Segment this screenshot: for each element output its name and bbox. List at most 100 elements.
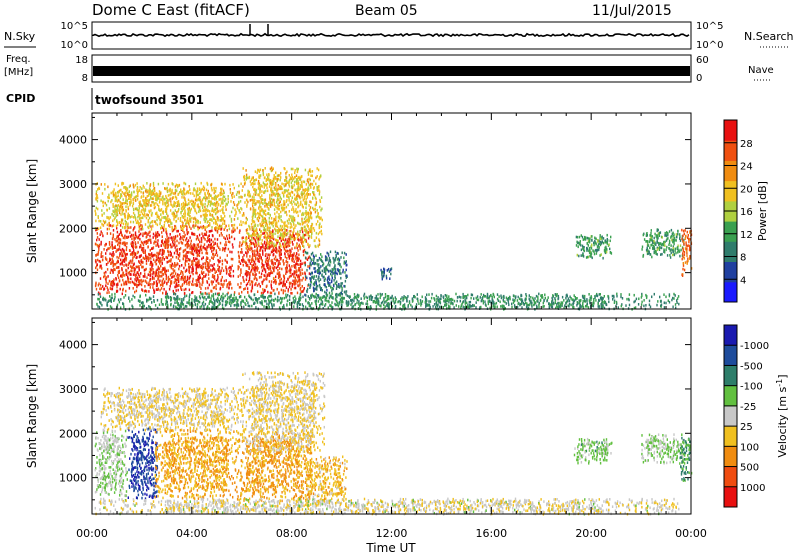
power-echo-cell [152,189,154,193]
power-echo-cell [116,219,118,222]
power-echo-cell [284,179,286,182]
power-echo-cell [259,228,261,231]
power-echo-cell [146,203,149,206]
power-echo-cell [250,246,252,250]
nave-tick-bottom: 0 [696,73,702,84]
power-echo-cell [228,236,231,240]
power-echo-cell [240,268,242,272]
power-echo-cell [204,213,206,217]
power-echo-cell [245,283,248,287]
power-echo-cell [231,286,233,290]
power-echo-cell [125,289,127,293]
power-echo-cell [103,212,105,215]
power-echo-cell [111,241,113,244]
power-echo-cell [259,188,261,191]
power-echo-cell [104,274,106,277]
power-echo-cell [123,192,125,195]
power-echo-cell [309,193,311,196]
power-echo-cell [214,271,216,274]
power-echo-cell [291,191,294,194]
power-echo-cell [263,217,266,220]
power-echo-cell [180,288,183,291]
power-echo-cell [136,276,139,279]
power-echo-cell [254,208,257,212]
power-echo-cell [173,204,176,208]
power-echo-cell [243,280,245,283]
power-echo-cell [252,204,254,208]
power-echo-cell [165,238,167,241]
power-echo-cell [212,217,215,220]
power-echo-cell [278,276,280,279]
power-echo-cell [156,274,158,278]
power-echo-cell [315,222,318,226]
power-echo-cell [121,182,123,185]
power-echo-cell [248,260,250,263]
power-echo-cell [318,283,321,287]
power-echo-cell [213,276,215,279]
power-echo-cell [261,263,264,266]
power-echo-cell [256,301,259,304]
power-echo-cell [169,219,171,222]
power-echo-cell [266,173,268,177]
power-echo-cell [128,185,131,189]
power-echo-cell [287,188,290,192]
power-echo-cell [159,194,161,198]
power-echo-cell [388,270,391,273]
power-echo-cell [310,252,313,256]
power-echo-cell [138,230,140,233]
power-echo-cell [307,231,309,235]
power-echo-cell [320,216,322,220]
power-echo-cell [241,189,243,192]
power-echo-cell [270,259,272,263]
power-echo-cell [144,251,146,255]
power-echo-cell [96,196,99,200]
power-echo-cell [126,199,128,202]
power-echo-cell [221,218,223,221]
power-echo-cell [165,274,167,277]
power-echo-cell [275,229,277,233]
power-echo-cell [140,228,142,231]
power-echo-cell [135,275,137,278]
power-echo-cell [190,202,193,206]
power-echo-cell [97,188,99,191]
power-echo-cell [484,295,487,298]
power-echo-cell [176,284,178,288]
power-echo-cell [116,230,119,234]
power-echo-cell [139,237,141,241]
power-echo-cell [283,189,286,192]
power-echo-cell [184,248,187,252]
power-echo-cell [235,212,237,216]
power-echo-cell [297,249,299,252]
power-echo-cell [214,268,216,272]
power-echo-cell [289,271,291,274]
power-echo-cell [123,249,125,253]
power-echo-cell [95,192,97,196]
power-echo-cell [188,262,190,266]
power-echo-cell [145,240,148,243]
power-echo-cell [217,297,219,300]
power-echo-cell [149,234,151,238]
power-echo-cell [316,296,318,300]
power-echo-cell [224,199,226,203]
power-echo-cell [304,188,307,191]
power-echo-cell [112,264,115,267]
power-echo-cell [277,265,279,268]
power-echo-cell [173,218,175,221]
power-echo-cell [163,216,165,219]
power-echo-cell [323,279,326,282]
power-echo-cell [153,242,155,245]
power-echo-cell [221,275,223,279]
power-echo-cell [221,266,223,270]
power-echo-cell [297,221,299,225]
power-echo-cell [296,194,298,198]
power-echo-cell [282,281,285,284]
power-echo-cell [318,215,320,219]
power-echo-cell [192,224,194,227]
power-echo-cell [291,225,293,229]
power-echo-cell [165,290,167,294]
power-echo-cell [263,274,265,277]
power-echo-cell [192,259,194,263]
power-echo-cell [288,230,291,233]
power-echo-cell [134,283,137,286]
power-echo-cell [306,258,309,261]
